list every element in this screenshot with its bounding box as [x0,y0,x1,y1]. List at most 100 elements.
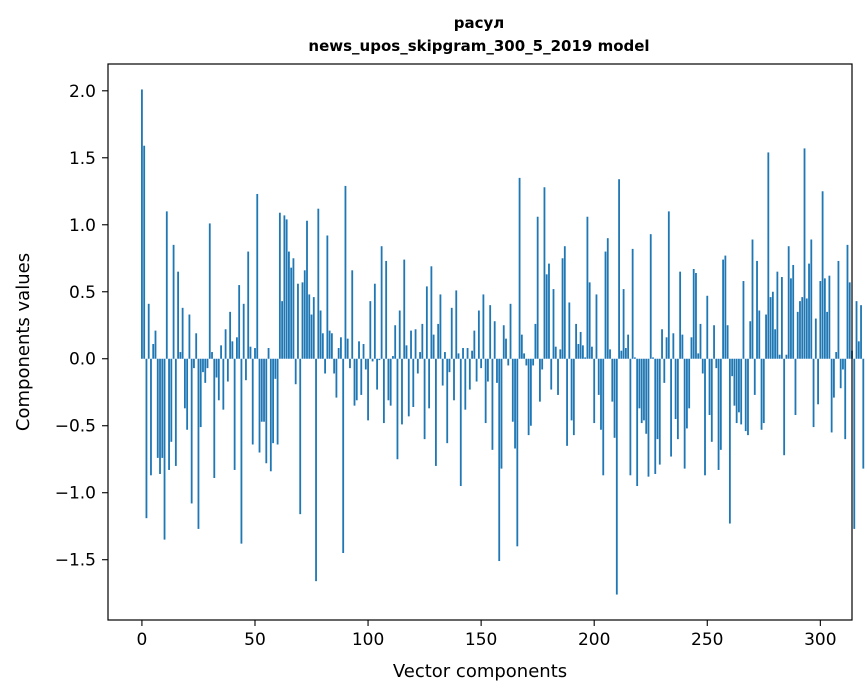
bar [622,289,625,359]
bar [679,271,682,359]
bar [586,216,589,359]
bar [260,358,263,422]
bar [681,334,684,359]
bar [292,258,295,359]
bar [747,358,749,436]
bar [154,330,157,359]
bar [206,358,209,369]
bar [482,294,485,359]
bar [405,345,408,359]
bar [563,246,566,359]
bar [502,325,505,359]
bar [663,358,666,383]
bar [774,329,777,359]
bar-series [141,89,865,595]
bar [272,358,274,444]
bar [410,330,412,359]
bar [790,278,792,359]
bar [833,358,835,398]
bar [731,358,734,377]
bar [855,301,858,359]
bar [188,314,191,359]
bar [326,235,329,359]
bar [658,358,661,465]
bar [529,358,532,426]
bar [672,333,675,359]
bar [487,358,489,382]
bar [724,255,727,359]
bar [744,358,747,432]
bar [342,358,345,554]
bar [170,358,173,442]
bar [568,302,571,359]
bar [425,286,428,359]
bar [330,333,333,359]
chart-title-line2: news_upos_skipgram_300_5_2019 model [308,37,649,55]
bar [636,358,639,487]
bar [706,295,709,359]
y-axis: 2.0 1.5 1.0 0.5 0.0 −0.5 −1.0 −1.5 [55,82,108,571]
bar [661,329,663,359]
bar [771,291,774,359]
bar [749,321,752,359]
bar [448,358,451,373]
bar [756,260,758,359]
bar [817,358,819,405]
bar [491,358,494,450]
bar [715,358,718,369]
bar [457,353,460,359]
bar [597,358,600,395]
bar [611,358,614,402]
bar [204,358,207,383]
y-tick-label: 1.5 [69,149,96,169]
bar [181,307,184,359]
bar [328,330,331,359]
bar [765,314,767,359]
bar [579,331,582,359]
bar [152,344,155,359]
bar [156,358,159,458]
bar [464,358,467,410]
bar [186,358,189,430]
bar [609,349,611,359]
bar [690,337,693,359]
x-axis-label: Vector components [393,661,567,682]
bar [500,358,503,469]
bar [554,346,557,359]
bar [242,303,245,359]
bar [514,358,516,449]
bar [778,354,781,359]
bar [543,187,546,359]
bar [407,358,410,417]
bar [548,263,550,359]
bar [561,258,564,359]
bar [477,310,480,359]
chart-title: расул news_upos_skipgram_300_5_2019 mode… [308,14,649,55]
bar [584,357,587,359]
bar [387,358,390,401]
bar [860,305,862,359]
x-tick-label: 50 [244,630,266,650]
bar [299,358,302,515]
bar [312,297,315,359]
bar [810,239,813,359]
bar [471,350,473,359]
bar [265,358,268,464]
bar [566,358,568,446]
bar [819,281,822,359]
bar [224,329,227,359]
bar [780,277,783,359]
bar [217,358,220,401]
bar [656,358,659,440]
bar [369,301,372,359]
bar [634,357,636,359]
bar [670,358,672,457]
bar [496,358,498,383]
bar [796,311,799,359]
bar [792,264,795,359]
bar [222,358,225,410]
bar [615,358,618,595]
bar [844,358,847,440]
bar [602,358,605,476]
bar [319,310,322,359]
